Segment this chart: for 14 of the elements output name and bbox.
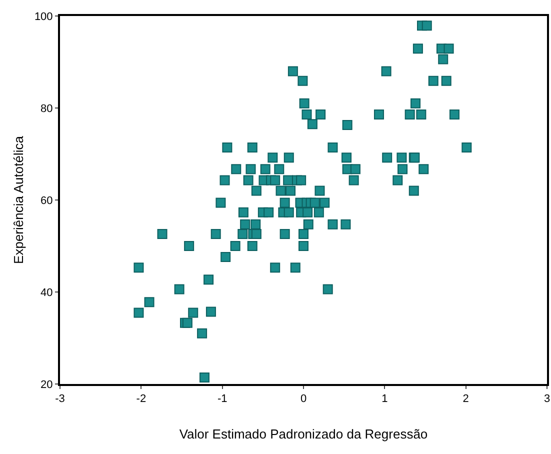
x-tick-label: 2 bbox=[462, 393, 469, 406]
y-tick-label: 40 bbox=[40, 286, 53, 299]
x-tick-label: -2 bbox=[136, 393, 146, 406]
y-tick-label: 100 bbox=[34, 10, 53, 23]
x-tick-label: 1 bbox=[382, 393, 388, 406]
y-axis-title: Experiência Autotélica bbox=[11, 135, 26, 264]
x-axis-title: Valor Estimado Padronizado da Regressão bbox=[179, 426, 428, 442]
y-tick-label: 80 bbox=[40, 102, 53, 115]
y-tick-label: 60 bbox=[40, 194, 53, 207]
x-tick-label: 0 bbox=[300, 393, 307, 406]
y-tick-label: 20 bbox=[40, 378, 53, 391]
x-tick-label: -1 bbox=[217, 393, 228, 406]
x-tick-label: 3 bbox=[544, 393, 550, 406]
x-tick-label: -3 bbox=[55, 393, 65, 406]
